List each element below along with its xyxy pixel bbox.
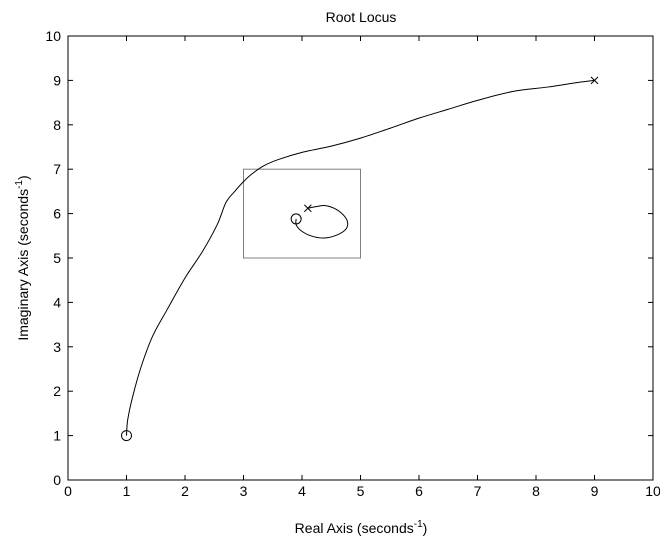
- y-tick-label: 1: [53, 428, 61, 444]
- x-tick-label: 8: [532, 483, 540, 499]
- x-tick-label: 7: [474, 483, 482, 499]
- x-tick-label: 5: [357, 483, 365, 499]
- x-tick-label: 10: [645, 483, 660, 499]
- x-tick-label: 3: [240, 483, 248, 499]
- pole-marker-stroke: [303, 204, 312, 213]
- x-tick-label: 0: [64, 483, 72, 499]
- y-tick-label: 2: [53, 383, 61, 399]
- y-tick-label: 3: [53, 339, 61, 355]
- y-axis-label-superscript: -1: [14, 180, 25, 189]
- y-tick-label: 10: [45, 28, 61, 44]
- y-tick-label: 7: [53, 161, 61, 177]
- locus-line: [126, 79, 595, 436]
- x-tick-label: 6: [415, 483, 423, 499]
- y-axis-label-main: Imaginary Axis (seconds: [15, 189, 31, 341]
- x-tick-label: 1: [123, 483, 131, 499]
- plot-area: 0 1 2 3 4 5 6 7 8 9 10 0 1 2 3 4 5 6 7 8 9 10: [45, 28, 660, 499]
- pole-marker-stroke: [590, 76, 599, 85]
- locus-line: [295, 204, 349, 239]
- x-axis-label: Real Axis (seconds-1): [295, 519, 428, 536]
- y-axis-label-end: ): [15, 175, 31, 180]
- x-tick-label: 2: [181, 483, 189, 499]
- y-tick-label: 6: [53, 206, 61, 222]
- highlight-rectangle: [243, 168, 361, 259]
- x-axis-label-main: Real Axis (seconds: [295, 520, 414, 536]
- y-tick-label: 5: [53, 250, 61, 266]
- zero-marker: [290, 213, 302, 225]
- zero-marker: [121, 430, 132, 442]
- x-axis-label-end: ): [423, 520, 428, 536]
- y-tick-label: 8: [53, 117, 61, 133]
- x-tick-label: 4: [298, 483, 306, 499]
- y-tick-label: 9: [53, 72, 61, 88]
- pole-marker: [590, 76, 599, 85]
- y-tick-label: 0: [53, 472, 61, 488]
- chart-title: Root Locus: [326, 9, 397, 25]
- y-tick-label: 4: [53, 294, 61, 310]
- y-axis-label: Imaginary Axis (seconds-1): [14, 175, 31, 340]
- x-axis-label-superscript: -1: [414, 519, 423, 530]
- x-tick-label: 9: [591, 483, 599, 499]
- pole-marker: [303, 204, 312, 213]
